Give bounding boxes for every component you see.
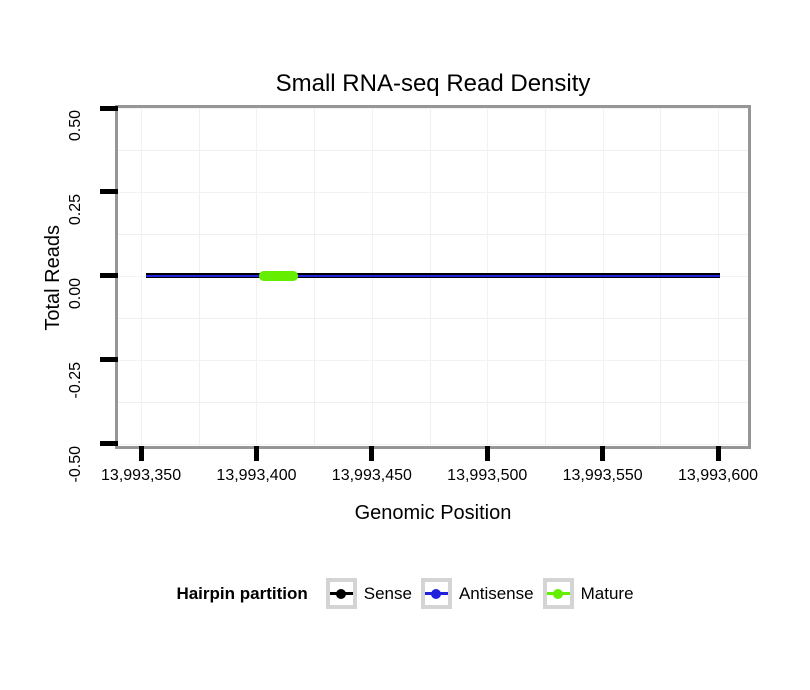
x-tick-mark	[369, 446, 375, 461]
y-tick-mark	[100, 357, 118, 363]
x-tick-mark	[715, 446, 721, 461]
legend-key-point-icon	[553, 588, 564, 599]
legend-key-point-icon	[431, 588, 442, 599]
x-tick-mark	[253, 446, 259, 461]
legend-entry-antisense: Antisense	[420, 578, 534, 609]
gridline-y-major	[118, 359, 748, 361]
y-tick-label: -0.50	[67, 445, 84, 483]
legend-label-mature: Mature	[580, 583, 634, 603]
gridline-y-minor	[118, 317, 748, 319]
gridline-y-minor	[118, 149, 748, 151]
y-tick-label: 0.25	[67, 193, 84, 226]
x-tick-label: 13,993,350	[101, 467, 182, 484]
x-axis-title: Genomic Position	[354, 502, 512, 524]
gridline-x-major	[141, 108, 143, 446]
gridline-y-major	[118, 108, 748, 109]
legend-key-sense	[325, 578, 357, 609]
x-tick-mark	[484, 446, 490, 461]
y-tick-label: 0.50	[67, 110, 84, 142]
legend-key-mature	[542, 578, 574, 609]
plot-panel	[118, 108, 748, 446]
y-axis-title: Total Reads	[42, 225, 64, 331]
y-tick-mark	[100, 273, 118, 279]
legend-title: Hairpin partition	[176, 583, 308, 603]
x-tick-label: 13,993,500	[447, 467, 528, 484]
legend-entries: Sense Antisense Mature	[325, 578, 634, 609]
x-tick-mark	[600, 446, 606, 461]
gridline-y-major	[118, 191, 748, 193]
legend-label-sense: Sense	[363, 583, 412, 603]
y-tick-label: 0.00	[67, 277, 84, 310]
legend: Hairpin partition Sense Antisense Mature	[0, 578, 810, 609]
gridline-y-major	[118, 443, 748, 445]
gridline-y-minor	[118, 233, 748, 235]
y-tick-mark	[100, 441, 118, 447]
legend-key-point-icon	[336, 588, 347, 599]
legend-entry-sense: Sense	[325, 578, 412, 609]
x-tick-mark	[138, 446, 144, 461]
x-tick-label: 13,993,600	[677, 467, 759, 484]
legend-key-antisense	[420, 578, 452, 609]
series-line-mature	[258, 271, 299, 281]
y-tick-mark	[100, 105, 118, 111]
legend-label-antisense: Antisense	[458, 583, 534, 603]
gridline-y-minor	[118, 401, 748, 403]
y-tick-mark	[100, 189, 118, 195]
x-tick-label: 13,993,450	[331, 467, 412, 484]
x-tick-label: 13,993,550	[562, 467, 643, 484]
legend-entry-mature: Mature	[542, 578, 634, 609]
chart-title: Small RNA-seq Read Density	[275, 70, 591, 97]
y-tick-label: -0.25	[67, 361, 84, 399]
series-line-antisense	[145, 274, 721, 278]
x-tick-label: 13,993,400	[216, 467, 297, 484]
